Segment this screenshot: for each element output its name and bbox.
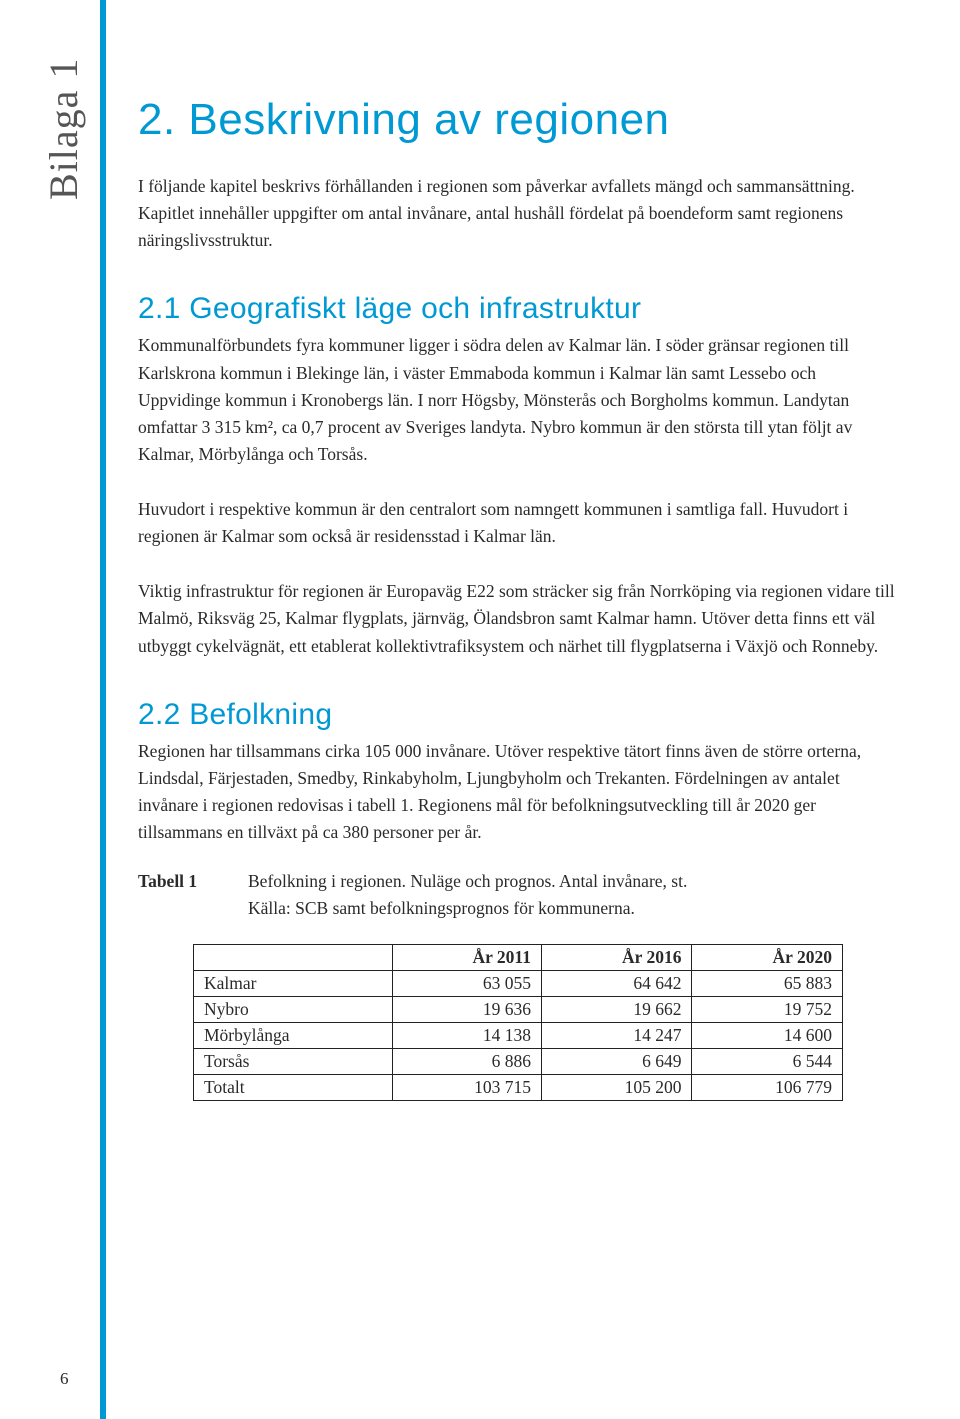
appendix-side-label: Bilaga 1	[40, 58, 87, 200]
paragraph-2-1-a: Kommunalförbundets fyra kommuner ligger …	[138, 332, 898, 468]
population-table: År 2011 År 2016 År 2020 Kalmar 63 055 64…	[193, 944, 843, 1101]
table-caption-line-1: Befolkning i regionen. Nuläge och progno…	[248, 871, 687, 891]
table-col-3: År 2020	[692, 945, 843, 971]
table-col-1: År 2011	[393, 945, 542, 971]
heading-2-1: 2.1 Geografiskt läge och infrastruktur	[138, 292, 898, 326]
heading-1: 2. Beskrivning av regionen	[138, 95, 898, 145]
table-col-0	[194, 945, 393, 971]
table-cell: 65 883	[692, 971, 843, 997]
table-cell: 106 779	[692, 1075, 843, 1101]
table-cell: Torsås	[194, 1049, 393, 1075]
table-cell: 19 636	[393, 997, 542, 1023]
table-cell: 103 715	[393, 1075, 542, 1101]
table-cell: Nybro	[194, 997, 393, 1023]
heading-2-2: 2.2 Befolkning	[138, 698, 898, 732]
table-cell: 14 138	[393, 1023, 542, 1049]
table-row: Nybro 19 636 19 662 19 752	[194, 997, 843, 1023]
table-label: Tabell 1	[138, 868, 218, 922]
table-caption-line-2: Källa: SCB samt befolkningsprognos för k…	[248, 898, 635, 918]
table-header-row: År 2011 År 2016 År 2020	[194, 945, 843, 971]
table-col-2: År 2016	[541, 945, 692, 971]
vertical-accent-bar	[100, 0, 106, 1419]
table-row: Kalmar 63 055 64 642 65 883	[194, 971, 843, 997]
intro-paragraph: I följande kapitel beskrivs förhållanden…	[138, 173, 898, 254]
table-cell: 19 752	[692, 997, 843, 1023]
table-cell: 63 055	[393, 971, 542, 997]
table-row: Totalt 103 715 105 200 106 779	[194, 1075, 843, 1101]
table-cell: 105 200	[541, 1075, 692, 1101]
table-cell: 6 886	[393, 1049, 542, 1075]
paragraph-2-2-a: Regionen har tillsammans cirka 105 000 i…	[138, 738, 898, 847]
table-cell: 19 662	[541, 997, 692, 1023]
table-caption-block: Tabell 1 Befolkning i regionen. Nuläge o…	[138, 868, 898, 922]
table-cell: Kalmar	[194, 971, 393, 997]
table-caption: Befolkning i regionen. Nuläge och progno…	[248, 868, 898, 922]
paragraph-2-1-c: Viktig infrastruktur för regionen är Eur…	[138, 578, 898, 659]
table-row: Mörbylånga 14 138 14 247 14 600	[194, 1023, 843, 1049]
table-cell: Totalt	[194, 1075, 393, 1101]
table-cell: 6 649	[541, 1049, 692, 1075]
table-cell: Mörbylånga	[194, 1023, 393, 1049]
table-cell: 6 544	[692, 1049, 843, 1075]
table-row: Torsås 6 886 6 649 6 544	[194, 1049, 843, 1075]
page-number: 6	[60, 1369, 69, 1389]
table-cell: 64 642	[541, 971, 692, 997]
paragraph-2-1-b: Huvudort i respektive kommun är den cent…	[138, 496, 898, 550]
page-content: 2. Beskrivning av regionen I följande ka…	[138, 95, 898, 1101]
table-cell: 14 247	[541, 1023, 692, 1049]
table-cell: 14 600	[692, 1023, 843, 1049]
